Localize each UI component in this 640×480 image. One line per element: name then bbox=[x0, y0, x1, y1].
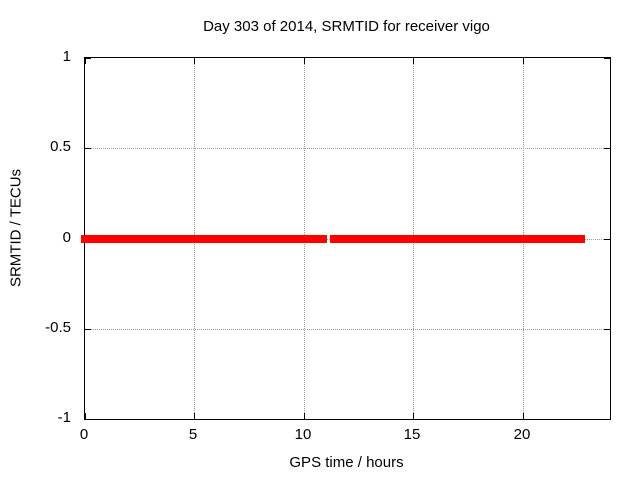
series-segment bbox=[81, 235, 327, 243]
x-tick-mark bbox=[413, 58, 414, 64]
x-tick-mark bbox=[85, 58, 86, 64]
x-tick-mark bbox=[523, 413, 524, 419]
series-segment bbox=[330, 235, 585, 243]
y-tick-mark bbox=[604, 329, 610, 330]
x-tick-mark bbox=[304, 413, 305, 419]
y-tick-mark bbox=[604, 148, 610, 149]
x-tick-label: 5 bbox=[188, 426, 198, 443]
y-tick-mark bbox=[604, 58, 610, 59]
y-tick-label: 0 bbox=[62, 229, 71, 246]
x-tick-label: 15 bbox=[403, 426, 421, 443]
y-tick-label: 0.5 bbox=[50, 138, 71, 155]
y-gridline bbox=[85, 329, 610, 330]
y-tick-label: -0.5 bbox=[45, 319, 71, 336]
y-tick-label: 1 bbox=[62, 48, 71, 65]
y-tick-mark bbox=[85, 419, 91, 420]
x-tick-label: 0 bbox=[79, 426, 89, 443]
chart-title: Day 303 of 2014, SRMTID for receiver vig… bbox=[203, 18, 490, 35]
x-axis-label: GPS time / hours bbox=[289, 454, 404, 471]
y-axis-label: SRMTID / TECUs bbox=[7, 168, 25, 288]
y-gridline bbox=[85, 148, 610, 149]
x-tick-mark bbox=[523, 58, 524, 64]
plot-area bbox=[81, 57, 611, 420]
y-tick-mark bbox=[85, 329, 91, 330]
y-tick-mark bbox=[85, 148, 91, 149]
x-tick-mark bbox=[194, 413, 195, 419]
x-tick-mark bbox=[85, 413, 86, 419]
y-tick-label: -1 bbox=[57, 409, 71, 426]
x-tick-mark bbox=[413, 413, 414, 419]
x-tick-label: 10 bbox=[294, 426, 312, 443]
y-tick-mark bbox=[604, 239, 610, 240]
x-tick-mark bbox=[194, 58, 195, 64]
x-tick-mark bbox=[304, 58, 305, 64]
y-tick-mark bbox=[85, 58, 91, 59]
x-tick-label: 20 bbox=[513, 426, 531, 443]
y-tick-mark bbox=[604, 419, 610, 420]
